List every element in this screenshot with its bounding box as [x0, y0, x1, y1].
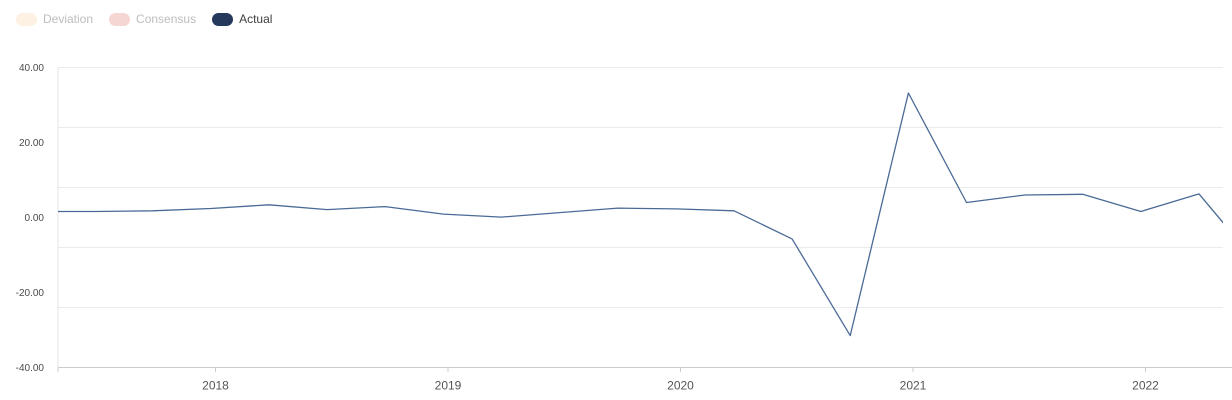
actual-series-line [58, 92, 1223, 337]
x-axis-label: 2020 [667, 379, 694, 393]
legend-label-consensus: Consensus [136, 12, 197, 26]
legend-label-actual: Actual [239, 12, 273, 26]
legend-item-deviation[interactable]: Deviation [16, 11, 93, 27]
legend-item-actual[interactable]: Actual [212, 11, 272, 27]
legend-item-consensus[interactable]: Consensus [109, 11, 196, 27]
y-axis-label: 20.00 [19, 138, 44, 149]
y-axis-label: 40.00 [19, 63, 44, 74]
chart-legend: Deviation Consensus Actual [16, 11, 272, 27]
actual-swatch-icon [212, 12, 234, 26]
legend-label-deviation: Deviation [43, 12, 94, 26]
y-axis-label: 0.00 [25, 213, 45, 224]
x-axis-label: 2019 [435, 379, 462, 393]
x-axis-label: 2021 [900, 379, 927, 393]
deviation-swatch-icon [16, 12, 37, 26]
y-axis-label: -40.00 [16, 363, 45, 374]
consensus-swatch-icon [109, 12, 131, 26]
x-axis-label: 2018 [202, 379, 229, 393]
x-axis-label: 2022 [1132, 379, 1159, 393]
y-axis-label: -20.00 [16, 288, 45, 299]
